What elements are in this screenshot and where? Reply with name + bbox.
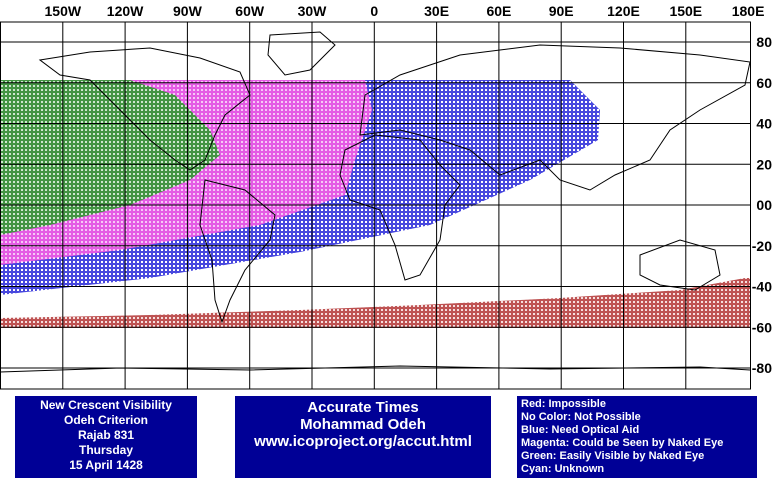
south-america [199, 179, 276, 324]
lat-label: 60 [756, 75, 772, 91]
lon-label: 150E [669, 3, 702, 19]
box-line: No Color: Not Possible [521, 411, 641, 423]
lon-label: 60W [235, 3, 265, 19]
eurasia [359, 44, 751, 191]
zones [0, 80, 750, 328]
map-frame [0, 21, 751, 390]
box-line: Red: Impossible [521, 398, 606, 410]
box-line: Green: Easily Visible by Naked Eye [521, 450, 705, 462]
lon-label: 180E [732, 3, 765, 19]
lat-label: 40 [756, 116, 772, 132]
box-line: Blue: Need Optical Aid [521, 424, 640, 436]
lon-label: 120E [607, 3, 640, 19]
info-box-center: Accurate Times Mohammad Odeh www.icoprojec… [235, 396, 491, 478]
box-line: New Crescent Visibility [40, 398, 172, 412]
lon-label: 60E [486, 3, 511, 19]
lon-label: 90W [173, 3, 203, 19]
box-line: 15 April 1428 [69, 458, 143, 472]
legend-box: Red: Impossible No Color: Not Possible Blu… [517, 396, 757, 478]
box-line: Mohammad Odeh [300, 416, 426, 433]
lat-label: -20 [752, 238, 772, 254]
lon-label: 90E [549, 3, 574, 19]
lon-label: 150W [45, 3, 82, 19]
lat-label: 20 [756, 156, 772, 172]
box-line: Odeh Criterion [63, 413, 148, 427]
box-line: Magenta: Could be Seen by Naked Eye [521, 437, 724, 449]
lon-label: 120W [107, 3, 144, 19]
australia [639, 239, 721, 291]
africa [339, 134, 461, 281]
antarctica [0, 365, 751, 373]
lon-label: 30E [424, 3, 449, 19]
lat-label: 00 [756, 197, 772, 213]
zone-red [0, 278, 750, 328]
lon-label: 0 [370, 3, 378, 19]
greenland [267, 31, 336, 76]
zone-green [0, 80, 220, 235]
info-box-left: New Crescent Visibility Odeh Criterion Raj… [15, 396, 197, 478]
lon-label: 30W [298, 3, 328, 19]
north-america [38, 47, 251, 171]
lat-label: -80 [752, 360, 772, 376]
box-line: Thursday [78, 443, 133, 457]
box-line: Rajab 831 [77, 428, 135, 442]
lat-label: -60 [752, 319, 772, 335]
box-line: Cyan: Unknown [521, 463, 605, 475]
graticule [0, 22, 750, 389]
lat-label: 80 [756, 34, 772, 50]
box-line: www.icoproject.org/accut.html [254, 433, 472, 450]
box-line: Accurate Times [307, 399, 419, 416]
map: 150W 120W 90W 60W 30W 0 30E 60E 90E 120E 150E 180E 8… [0, 3, 772, 390]
lat-label: -40 [752, 279, 772, 295]
